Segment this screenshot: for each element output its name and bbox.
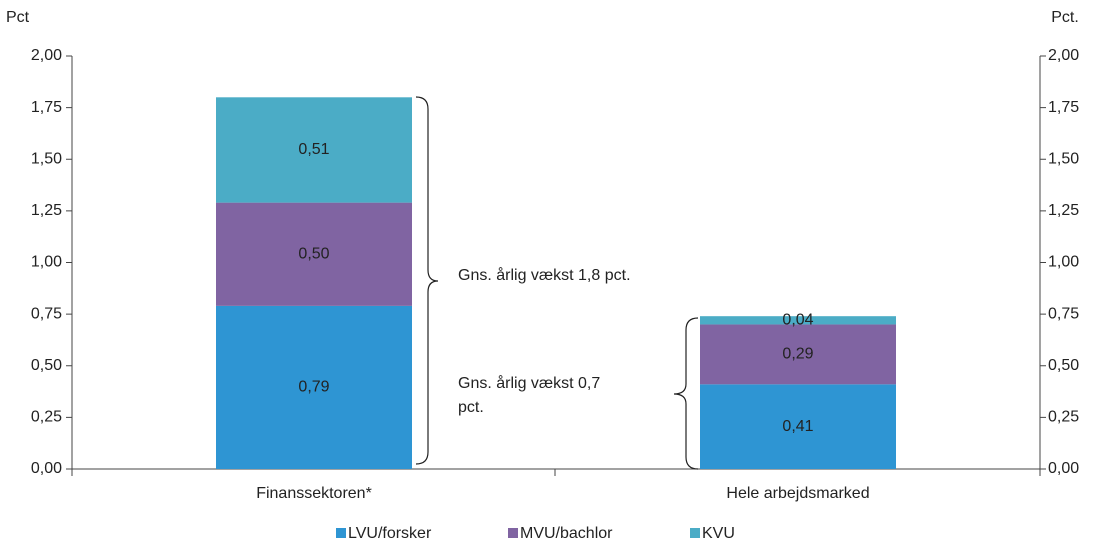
x-tick-label: Hele arbejdsmarked (726, 485, 869, 502)
value-label: 0,04 (782, 312, 813, 329)
y2-tick-label: 1,75 (1048, 99, 1079, 116)
value-label: 0,41 (782, 418, 813, 435)
y-tick-label: 1,00 (31, 254, 62, 271)
value-label: 0,50 (298, 245, 329, 262)
bar-segment (700, 324, 896, 385)
bar-segment (700, 316, 896, 325)
annotation: Gns. årlig vækst 0,7 (458, 374, 600, 392)
y-axis-label: Pct (6, 9, 30, 26)
y2-tick-label: 2,00 (1048, 47, 1079, 64)
legend-swatch (690, 528, 700, 538)
legend-label: LVU/forsker (348, 525, 432, 542)
bar-segment (700, 384, 896, 469)
value-label: 0,51 (298, 141, 329, 158)
x-tick-label: Finanssektoren* (256, 485, 372, 502)
annotation: pct. (458, 399, 484, 416)
y2-tick-label: 0,75 (1048, 305, 1079, 322)
bar-segment (216, 202, 412, 306)
brace (673, 317, 699, 470)
y2-tick-label: 0,00 (1048, 460, 1079, 477)
value-label: 0,29 (782, 346, 813, 363)
legend-swatch (508, 528, 518, 538)
y2-tick-label: 1,50 (1048, 150, 1079, 167)
value-label: 0,79 (298, 379, 329, 396)
y-tick-label: 1,25 (31, 202, 62, 219)
y-tick-label: 0,50 (31, 357, 62, 374)
y2-tick-label: 0,50 (1048, 357, 1079, 374)
y-tick-label: 0,25 (31, 409, 62, 426)
brace (415, 96, 439, 465)
y-tick-label: 1,50 (31, 150, 62, 167)
y-tick-label: 0,00 (31, 460, 62, 477)
y-tick-label: 0,75 (31, 305, 62, 322)
legend-swatch (336, 528, 346, 538)
bar-segment (216, 97, 412, 203)
legend-label: KVU (702, 525, 735, 542)
legend-label: MVU/bachlor (520, 525, 613, 542)
annotation: Gns. årlig vækst 1,8 pct. (458, 266, 631, 284)
y2-tick-label: 0,25 (1048, 409, 1079, 426)
y2-tick-label: 1,25 (1048, 202, 1079, 219)
y-tick-label: 1,75 (31, 99, 62, 116)
y2-tick-label: 1,00 (1048, 254, 1079, 271)
bar-segment (216, 305, 412, 469)
y2-axis-label: Pct. (1051, 9, 1079, 26)
y-tick-label: 2,00 (31, 47, 62, 64)
